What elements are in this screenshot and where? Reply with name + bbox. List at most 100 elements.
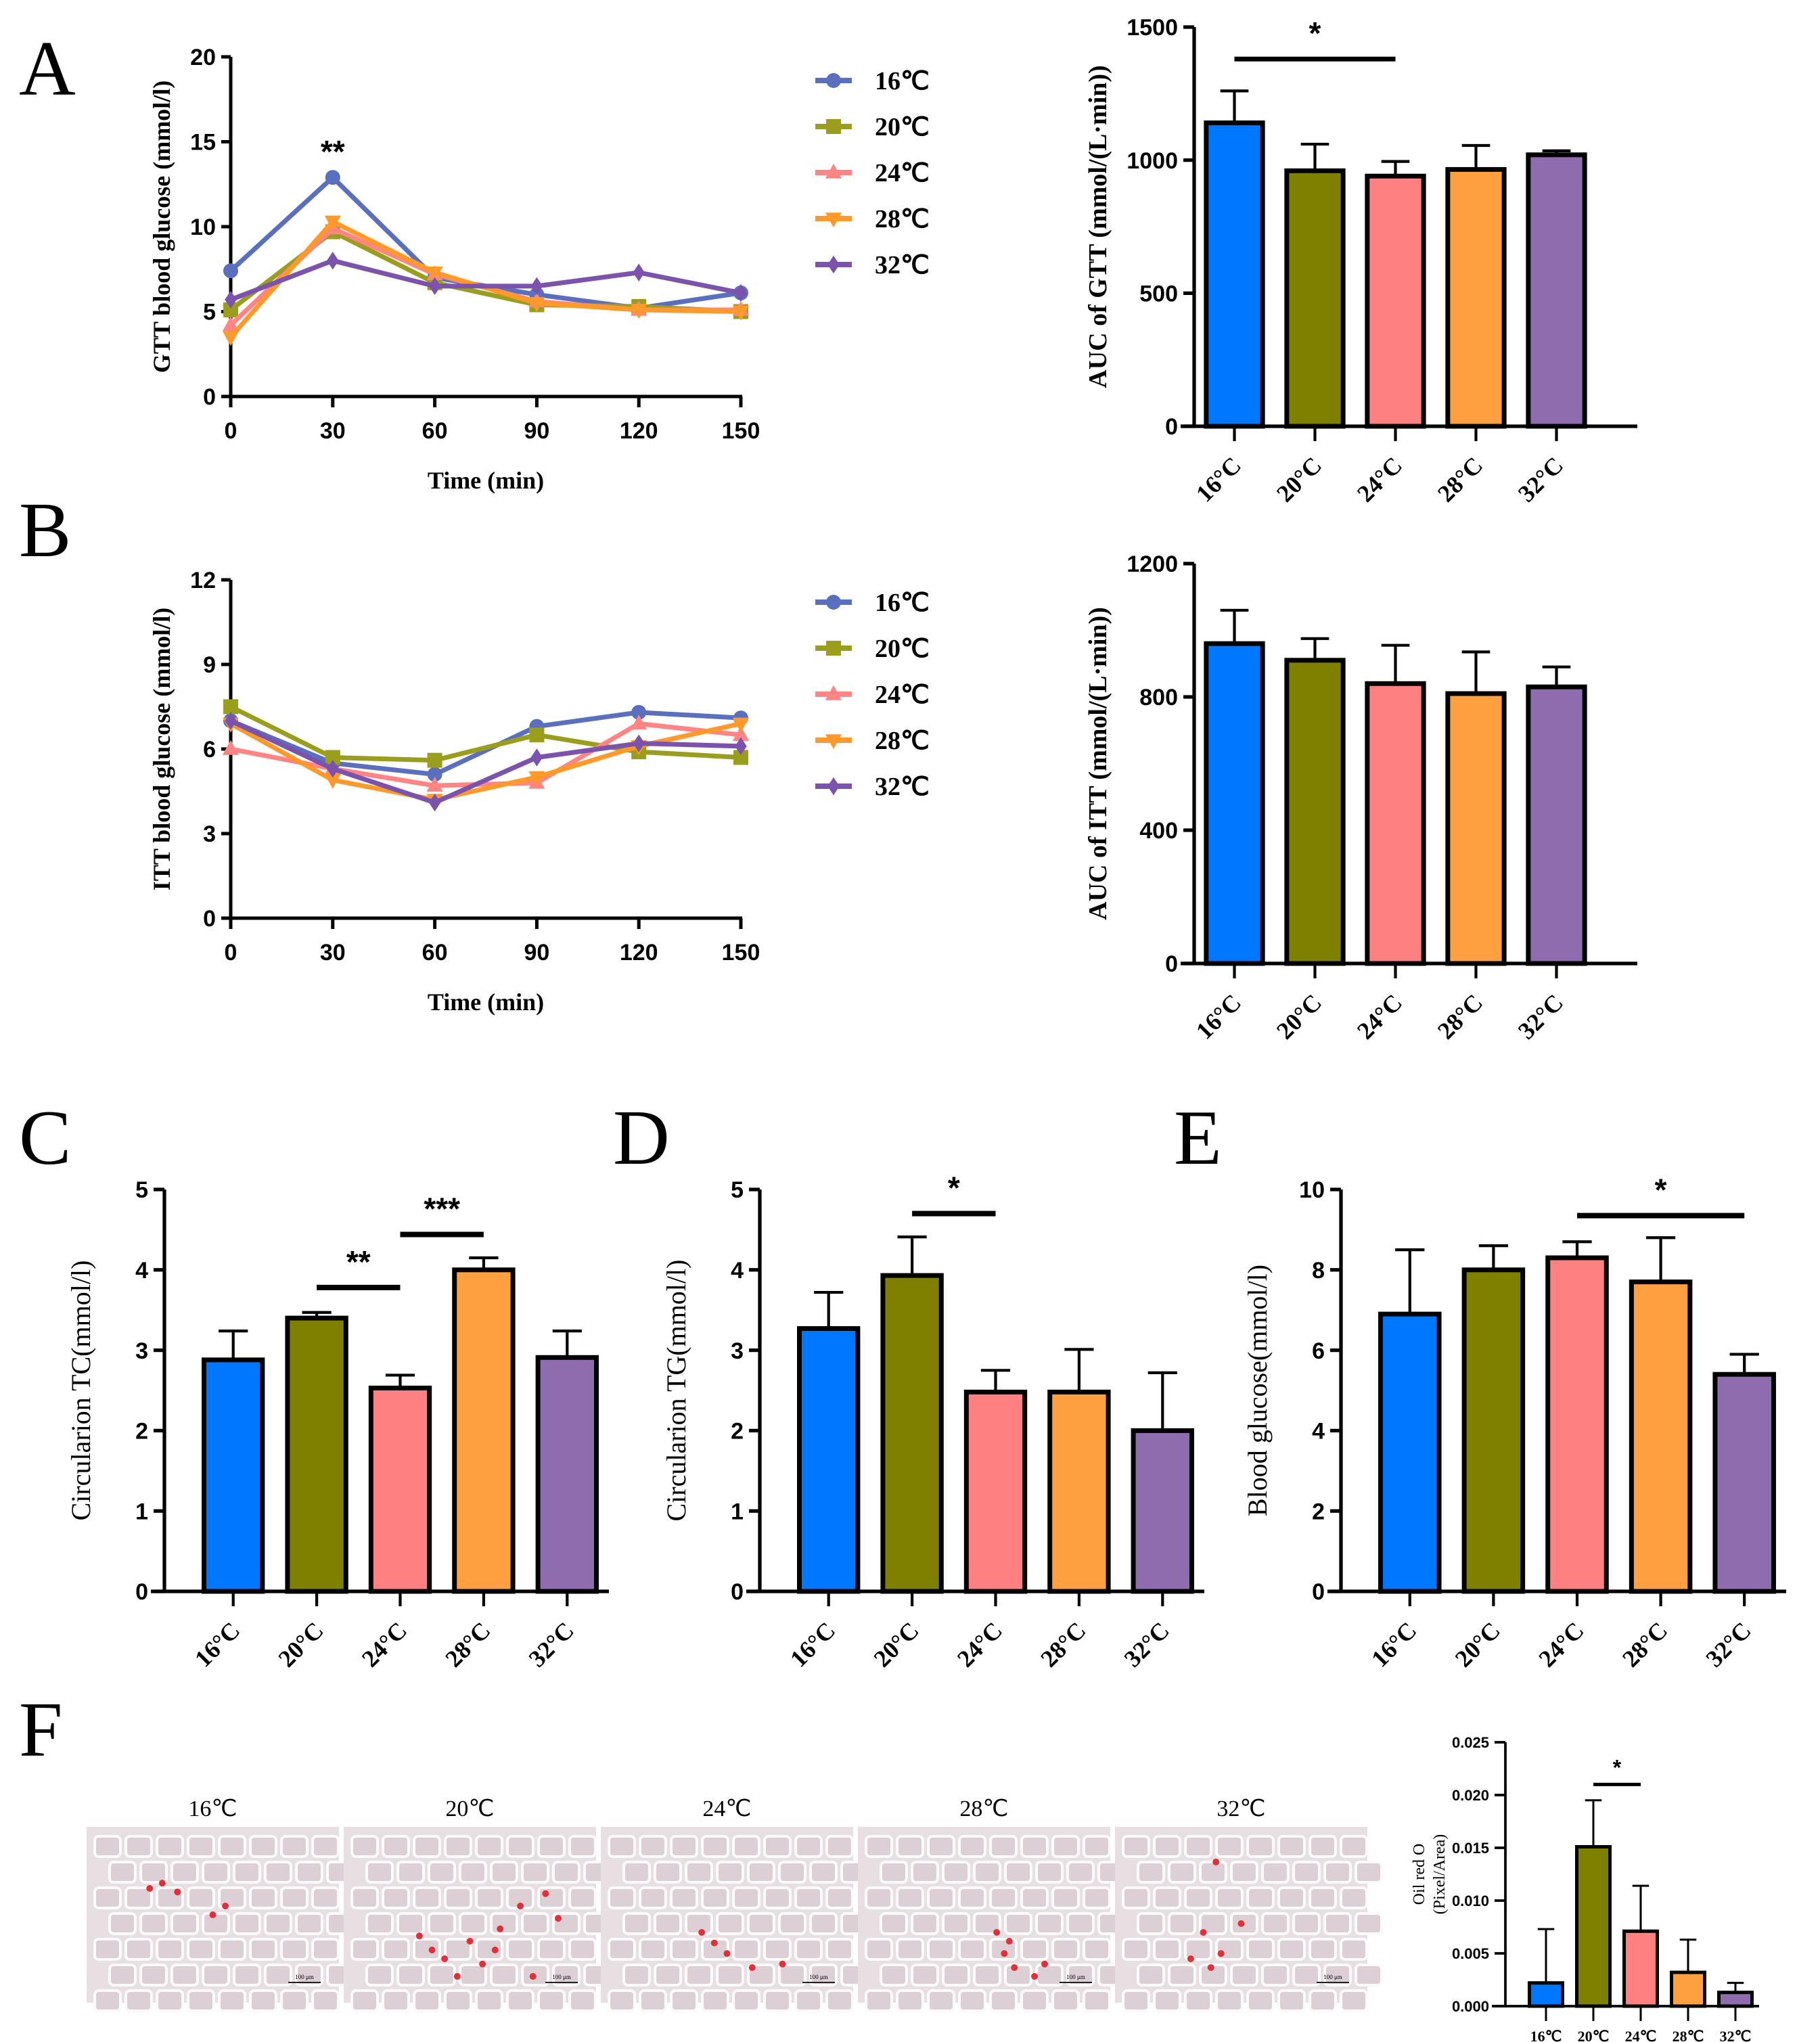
x-tick-label: 28°C [1432, 989, 1488, 1044]
series-line-32 [229, 258, 742, 302]
y-tick-label: 1 [731, 1499, 744, 1524]
muscle-fiber [568, 1989, 597, 2012]
muscle-fiber [747, 1912, 775, 1935]
muscle-fiber [670, 1938, 698, 1961]
muscle-fiber [428, 1912, 456, 1935]
muscle-fiber [989, 1989, 1018, 2012]
muscle-fiber [1051, 1835, 1080, 1858]
muscle-fiber [1184, 1989, 1212, 2012]
legend-marker-20 [826, 119, 841, 134]
muscle-fiber [865, 1886, 893, 1909]
lipid-droplet [517, 1903, 524, 1909]
data-point-20 [529, 727, 545, 743]
scale-bar-label: 100 μm [1066, 1974, 1085, 1980]
muscle-fiber [1184, 1886, 1212, 1909]
oil-red-o-bar-chart: 0.000 0.005 0.010 0.015 0.020 0.025 16℃ 20℃ 24℃ 2… [1411, 1734, 1759, 2042]
muscle-fiber [1122, 1835, 1150, 1858]
bar-28 [1445, 691, 1507, 966]
data-point-20 [325, 750, 340, 765]
y-tick-label: 6 [203, 737, 216, 763]
muscle-fiber [1035, 1861, 1064, 1884]
legend-label-28: 28℃ [875, 727, 930, 755]
y-tick-label: 1500 [1127, 15, 1178, 41]
muscle-fiber [459, 1912, 487, 1935]
muscle-fiber [1355, 1964, 1383, 1987]
y-tick-label: 1200 [1127, 551, 1178, 577]
muscle-fiber [568, 1886, 597, 1909]
y-tick-label: 0 [203, 384, 216, 410]
bar-32 [1526, 152, 1587, 429]
muscle-fiber [1323, 1912, 1352, 1935]
muscle-fiber [187, 1886, 215, 1909]
muscle-fiber [124, 1938, 153, 1961]
bar-20 [1575, 1844, 1612, 2008]
muscle-fiber [187, 1938, 215, 1961]
significance-label: * [1309, 16, 1321, 51]
muscle-fiber [490, 1964, 518, 1987]
bar-24 [1365, 681, 1426, 966]
muscle-fiber [365, 1912, 394, 1935]
muscle-fiber [1340, 1886, 1368, 1909]
muscle-fiber [521, 1861, 549, 1884]
muscle-fiber [139, 1912, 168, 1935]
muscle-fiber [1215, 1835, 1244, 1858]
y-axis-label: (Pixel/Area) [1431, 1834, 1449, 1915]
muscle-fiber [124, 1835, 153, 1858]
lipid-droplet [453, 1973, 461, 1980]
bar-32 [1131, 1428, 1194, 1594]
muscle-fiber [701, 1989, 729, 2012]
muscle-fiber [475, 1989, 503, 2012]
muscle-fiber [958, 1835, 986, 1858]
muscle-fiber [989, 1835, 1018, 1858]
muscle-fiber [1020, 1938, 1049, 1961]
legend-marker-20 [826, 641, 841, 656]
lipid-droplet [748, 1964, 756, 1971]
muscle-fiber [942, 1861, 970, 1884]
series-line-32 [229, 719, 742, 805]
muscle-fiber [608, 1886, 636, 1909]
muscle-fiber [93, 1886, 122, 1909]
muscle-fiber [1199, 1861, 1227, 1884]
data-point-32 [225, 712, 237, 730]
bar-24 [368, 1385, 432, 1594]
muscle-fiber [170, 1912, 199, 1935]
muscle-fiber [156, 1989, 184, 2012]
y-tick-label: 10 [1299, 1177, 1325, 1203]
blood-glucose-bar-chart: 0 2 4 6 8 10 16°C 20°C 24°C 28°C 32°C * Blood glucos… [1242, 1173, 1786, 1673]
muscle-fiber [622, 1861, 651, 1884]
lipid-droplet [698, 1929, 706, 1936]
legend-label-16: 16℃ [875, 589, 930, 617]
muscle-fiber [93, 1835, 122, 1858]
x-tick-label: 16°C [189, 1616, 245, 1672]
panel-label-e: E [1174, 1095, 1222, 1181]
muscle-fiber [1246, 1886, 1275, 1909]
muscle-fiber [459, 1861, 487, 1884]
muscle-fiber [1261, 1912, 1290, 1935]
x-axis-label: Time (min) [428, 989, 544, 1016]
bar-32 [1712, 1371, 1776, 1594]
y-tick-label: 0.025 [1452, 1734, 1489, 1751]
y-axis-label: AUC of GTT (mmol/(L·min)) [1084, 65, 1112, 388]
bar-32 [1526, 684, 1587, 966]
lipid-droplet [1005, 1938, 1013, 1945]
x-tick-label: 28℃ [1673, 2028, 1704, 2042]
data-point-32 [428, 277, 441, 296]
legend-marker-24 [825, 685, 842, 700]
muscle-fiber [280, 1938, 309, 1961]
y-tick-label: 0 [1165, 414, 1178, 440]
muscle-fiber [396, 1912, 425, 1935]
x-tick-label: 20°C [1450, 1616, 1505, 1672]
x-tick-label: 32°C [1701, 1616, 1756, 1672]
y-tick-label: 5 [203, 300, 216, 325]
muscle-fiber [218, 1989, 246, 2012]
y-tick-label: 10 [190, 214, 216, 240]
data-point-28 [631, 304, 647, 319]
bar-24 [1622, 1929, 1659, 2008]
muscle-fiber [732, 1938, 760, 1961]
histology-label: 16℃ [188, 1796, 237, 1821]
muscle-fiber [958, 1938, 986, 1961]
muscle-fiber [444, 1886, 472, 1909]
lipid-droplet [428, 1947, 436, 1953]
legend-marker-16 [826, 73, 841, 88]
